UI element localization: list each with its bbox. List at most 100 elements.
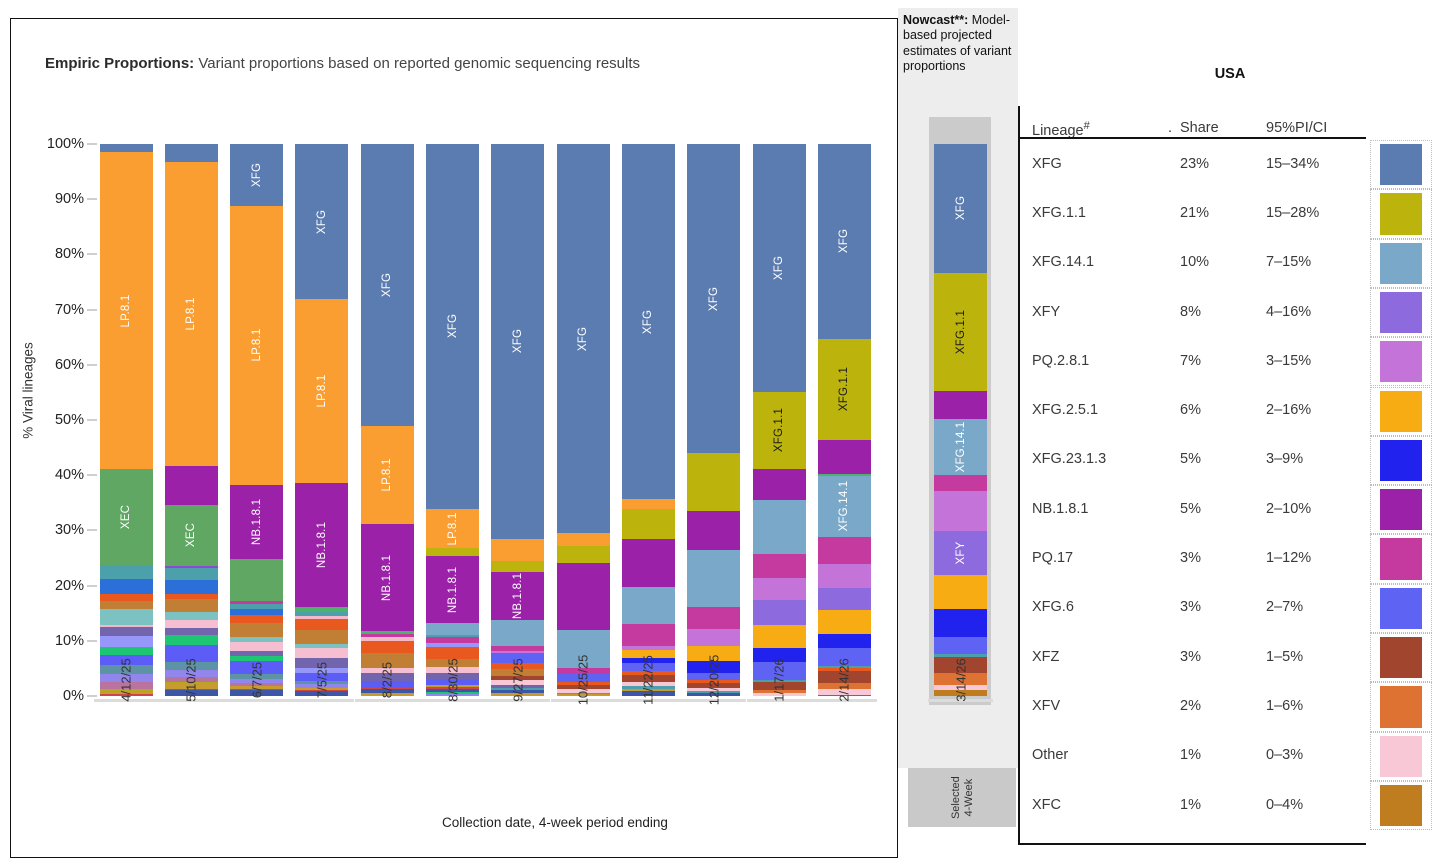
bar-segment-minor[interactable] — [360, 689, 414, 693]
bar-segment-LP.8.1[interactable]: LP.8.1 — [164, 162, 218, 467]
bar-segment-XFY[interactable]: XFY — [934, 530, 987, 576]
bar-segment-minor[interactable] — [295, 611, 349, 616]
bar-segment-minor[interactable] — [295, 691, 349, 696]
bar-segment-NB.1.8.1[interactable] — [687, 510, 741, 550]
bar-segment-minor[interactable] — [164, 599, 218, 612]
bar-segment-XEC[interactable]: XEC — [164, 504, 218, 566]
bar-segment-minor[interactable] — [491, 662, 545, 670]
bar-segment-minor[interactable] — [164, 593, 218, 600]
bar-segment-minor[interactable] — [164, 684, 218, 689]
bar-segment-minor[interactable] — [360, 681, 414, 688]
bar-segment-Other[interactable] — [817, 689, 871, 695]
bar-segment-XFG.2.5.1[interactable] — [687, 645, 741, 661]
bar-segment-minor[interactable] — [99, 688, 153, 691]
bar-segment-minor[interactable] — [230, 609, 284, 615]
bar-segment-XFY[interactable] — [752, 600, 806, 625]
bar-segment-Other[interactable] — [621, 682, 675, 687]
bar-segment-minor[interactable] — [230, 685, 284, 689]
bar-segment-minor[interactable] — [164, 669, 218, 678]
bar-segment-Other[interactable] — [556, 689, 610, 693]
bar-segment-XFV[interactable] — [934, 673, 987, 685]
bar-segment-LP.8.1[interactable]: LP.8.1 — [230, 206, 284, 485]
bar-segment-minor[interactable] — [295, 607, 349, 612]
bar-segment-minor[interactable] — [426, 692, 479, 695]
bar-2/14/26[interactable]: XFG XFG.1.1 XFG.14.1 — [817, 144, 871, 696]
bar-9/27/25[interactable]: XFG NB.1.8.1 — [491, 144, 545, 696]
bar-segment-minor[interactable] — [426, 642, 479, 648]
bar-segment-minor[interactable] — [426, 667, 479, 673]
bar-segment-minor[interactable] — [230, 614, 284, 624]
bar-segment-minor[interactable] — [164, 568, 218, 581]
bar-segment-XFY[interactable] — [817, 588, 871, 611]
bar-segment-minor[interactable] — [99, 665, 153, 674]
bar-segment-minor[interactable] — [295, 684, 349, 688]
bar-3/14/26[interactable]: XFG XFG.1.1 XFG.14.1 XFY — [934, 144, 987, 696]
bar-segment-PQ.2.8.1[interactable] — [491, 650, 545, 653]
bar-segment-XFG[interactable]: XFG — [360, 144, 414, 426]
bar-segment-minor[interactable] — [230, 636, 284, 643]
bar-segment-PQ.2.8.1[interactable] — [621, 645, 675, 651]
bar-segment-minor[interactable] — [817, 694, 871, 696]
bar-segment-minor[interactable] — [360, 637, 414, 641]
bar-segment-Other[interactable] — [752, 693, 806, 696]
bar-segment-PQ.17[interactable] — [621, 623, 675, 646]
bar-segment-XFZ[interactable] — [752, 681, 806, 690]
bar-segment-minor[interactable] — [230, 603, 284, 610]
bar-segment-XFZ[interactable] — [491, 676, 545, 681]
bar-segment-minor[interactable] — [360, 672, 414, 681]
bar-segment-minor[interactable] — [99, 646, 153, 656]
bar-segment-minor[interactable] — [99, 694, 153, 696]
bar-segment-minor[interactable] — [230, 690, 284, 696]
bar-segment-minor[interactable] — [295, 672, 349, 681]
bar-segment-minor[interactable] — [687, 693, 741, 696]
bar-segment-LP.8.1[interactable] — [556, 533, 610, 546]
bar-segment-minor[interactable] — [426, 685, 479, 688]
bar-segment-PQ.2.8.1[interactable] — [817, 564, 871, 589]
bar-segment-XFG.23.1.3[interactable] — [752, 648, 806, 662]
bar-segment-minor[interactable] — [99, 690, 153, 695]
bar-segment-LP.8.1[interactable] — [491, 538, 545, 561]
bar-segment-minor[interactable] — [295, 644, 349, 649]
bar-segment-XFG.6[interactable] — [621, 662, 675, 672]
bar-segment-XFG.23.1.3[interactable] — [687, 660, 741, 674]
bar-segment-minor[interactable] — [360, 631, 414, 635]
bar-segment-minor[interactable] — [491, 693, 545, 696]
bar-segment-minor[interactable] — [295, 630, 349, 645]
bar-8/30/25[interactable]: XFG LP.8.1 NB.1.8.1 — [426, 144, 479, 696]
bar-segment-minor[interactable] — [164, 580, 218, 594]
bar-segment-minor[interactable] — [491, 690, 545, 694]
bar-segment-minor[interactable] — [230, 642, 284, 651]
bar-segment-XFG.14.1[interactable] — [752, 500, 806, 555]
bar-segment-minor[interactable] — [164, 565, 218, 569]
bar-segment-minor[interactable] — [360, 634, 414, 638]
bar-segment-minor[interactable] — [230, 650, 284, 657]
bar-segment-minor[interactable] — [164, 661, 218, 670]
bar-segment-minor[interactable] — [230, 656, 284, 661]
bar-segment-XFG.6[interactable] — [752, 661, 806, 680]
bar-segment-XFG.14.1[interactable] — [687, 549, 741, 608]
bar-segment-XFG.1.1[interactable] — [621, 508, 675, 539]
bar-segment-XFG[interactable] — [164, 144, 218, 163]
bar-segment-XFG.1.1[interactable] — [556, 545, 610, 563]
bar-segment-minor[interactable] — [360, 692, 414, 696]
bar-segment-minor[interactable] — [164, 635, 218, 646]
bar-segment-NB.1.8.1[interactable]: NB.1.8.1 — [491, 571, 545, 621]
bar-segment-minor[interactable] — [295, 668, 349, 673]
bar-segment-minor[interactable] — [164, 681, 218, 685]
bar-segment-XFZ[interactable] — [817, 670, 871, 683]
bar-segment-minor[interactable] — [99, 673, 153, 682]
bar-6/7/25[interactable]: XFG LP.8.1 NB.1.8.1 — [230, 144, 284, 696]
bar-segment-minor[interactable] — [426, 634, 479, 638]
bar-segment-LP.8.1[interactable]: LP.8.1 — [426, 508, 479, 549]
bar-12/20/25[interactable]: XFG — [687, 144, 741, 696]
bar-segment-XFG[interactable]: XFG — [934, 144, 987, 273]
bar-segment-XFG[interactable]: XFG — [687, 144, 741, 454]
bar-segment-minor[interactable] — [230, 678, 284, 684]
bar-segment-minor[interactable] — [360, 687, 414, 690]
bar-segment-XFG.1.1[interactable] — [426, 548, 479, 556]
bar-segment-minor[interactable] — [164, 628, 218, 636]
bar-segment-minor[interactable] — [99, 609, 153, 625]
bar-segment-LP.8.1[interactable]: LP.8.1 — [99, 152, 153, 470]
bar-segment-XFG[interactable]: XFG — [621, 144, 675, 500]
bar-segment-minor[interactable] — [426, 658, 479, 668]
